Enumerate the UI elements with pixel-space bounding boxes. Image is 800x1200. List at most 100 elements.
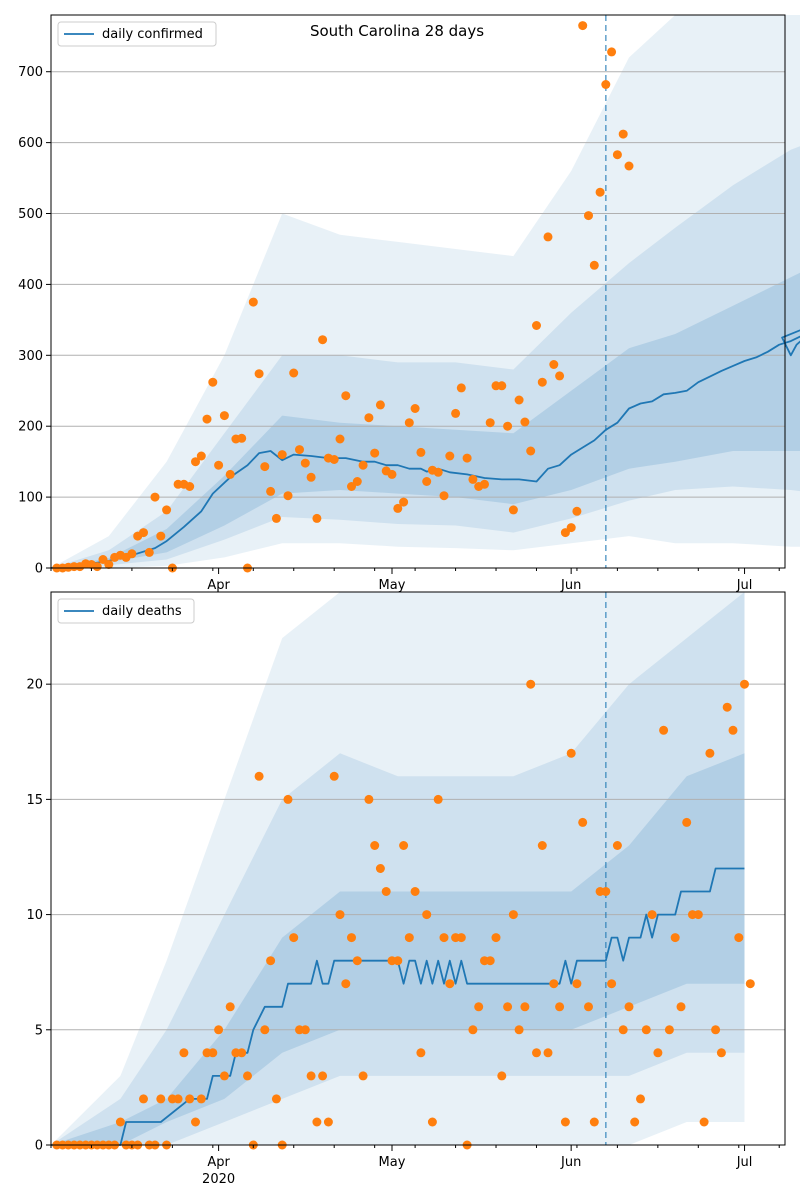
deaths-legend: daily deaths [57,598,195,624]
observed-point [462,453,472,463]
observed-point [601,80,611,89]
observed-point [289,368,299,378]
confirmed-gridlines [51,71,785,498]
observed-point [375,400,385,410]
observed-point [300,1025,310,1035]
observed-point [375,864,385,873]
observed-point [543,1048,553,1058]
x-tick-label: May [379,578,406,593]
deaths-panel: 0 5 10 15 20 Apr 2020 May Jun Jul daily deaths [26,591,786,1187]
observed-point [323,1117,333,1127]
observed-point [335,434,345,444]
deaths-axes: 0 5 10 15 20 Apr 2020 May Jun Jul [26,591,786,1187]
legend-label-daily-deaths: daily deaths [102,604,182,619]
observed-point [503,421,513,431]
observed-point [196,1094,206,1104]
observed-point [456,933,466,943]
band-mid [51,592,745,1145]
observed-point [329,455,339,464]
observed-point [728,725,738,735]
observed-point [618,1025,628,1035]
observed-point [277,450,287,460]
observed-point [283,794,293,804]
band-outer [51,592,745,1145]
observed-point [555,371,565,381]
observed-point [410,887,420,896]
observed-point [271,513,281,523]
observed-point [335,910,345,920]
observed-point [526,446,536,456]
deaths-forecast-line [51,867,745,1146]
x-tick-label: Apr [207,578,230,593]
observed-point [381,887,391,896]
axes-frame [50,14,786,569]
observed-point [636,1094,645,1104]
observed-point [566,523,576,533]
y-tick-label: 15 [26,793,43,808]
observed-point [445,979,455,989]
observed-point [589,260,599,270]
observed-point [537,377,547,387]
confirmed-forecast-line [50,329,800,569]
observed-point [624,161,634,171]
observed-point [404,418,414,428]
y-tick-label: 400 [18,278,43,293]
observed-point [139,1094,148,1104]
observed-point [468,474,478,484]
observed-point [191,1117,200,1127]
x-tick-label: Jun [560,1155,581,1170]
y-tick-label: 20 [26,678,43,693]
observed-point [306,1071,316,1081]
observed-point [734,933,744,943]
observed-point [214,1025,224,1035]
observed-point [555,1002,565,1012]
observed-point [491,933,501,943]
observed-point [578,21,588,31]
observed-point [104,560,114,569]
observed-point [341,391,351,401]
observed-point [370,841,380,850]
observed-point [584,211,593,221]
y-tick-label: 500 [18,207,43,222]
observed-point [254,369,264,379]
y-tick-label: 200 [18,420,43,435]
observed-point [520,1002,530,1012]
observed-point [445,451,455,461]
observed-point [156,531,166,541]
forecast-line [51,867,745,1146]
band-mid [51,146,800,568]
observed-point [387,469,397,479]
observed-point [399,497,409,507]
observed-point [699,1117,709,1127]
x-tick-label: Jul [736,578,753,593]
observed-point [248,297,258,307]
observed-point [618,129,628,139]
observed-point [219,1071,229,1081]
y-tick-label: 600 [18,136,43,151]
observed-point [572,979,582,989]
confirmed-uncertainty-bands [51,15,800,568]
observed-point [514,1025,524,1035]
observed-point [162,505,172,515]
observed-point [497,381,507,391]
observed-point [312,513,322,523]
y-tick-label: 5 [35,1023,43,1038]
chart-title: South Carolina 28 days [310,22,484,40]
observed-point [612,841,622,850]
observed-point [295,445,304,455]
y-tick-label: 0 [35,1139,43,1154]
observed-point [537,841,547,850]
observed-point [480,479,489,489]
observed-point [508,505,518,515]
observed-point [191,457,200,467]
observed-point [693,910,703,920]
confirmed-legend: daily confirmed [57,21,217,47]
observed-point [485,418,495,428]
band-outer [51,15,800,568]
observed-point [514,395,524,405]
observed-point [196,451,206,461]
observed-point [549,979,559,989]
observed-point [612,150,622,160]
observed-point [318,335,328,345]
observed-point [508,910,518,920]
